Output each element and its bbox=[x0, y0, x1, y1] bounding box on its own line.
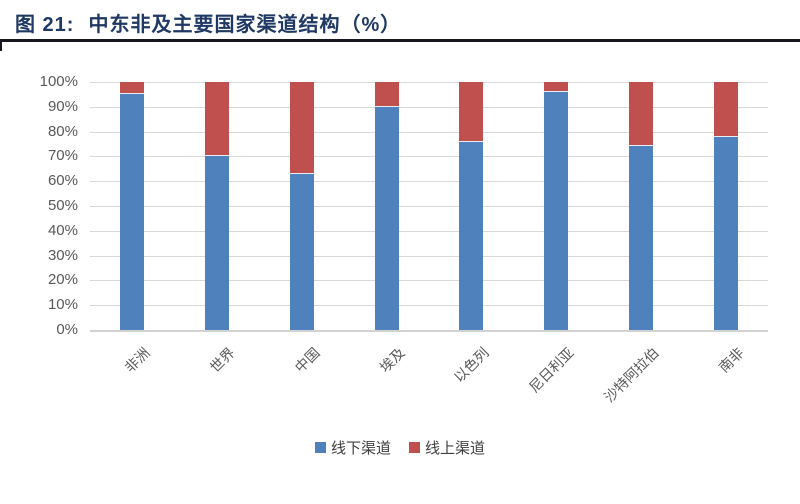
bar-沙特阿拉伯 bbox=[628, 82, 653, 330]
bar-中国 bbox=[289, 82, 314, 330]
figure-label: 图 21: bbox=[15, 14, 75, 36]
x-axis-line bbox=[90, 330, 768, 332]
chart-legend: 线下渠道 线上渠道 bbox=[0, 437, 800, 458]
y-axis-tick-label: 80% bbox=[47, 122, 78, 140]
legend-label: 线下渠道 bbox=[330, 440, 391, 457]
title-underline-rule bbox=[0, 39, 800, 42]
y-axis-tick-label: 100% bbox=[39, 73, 78, 90]
grid-line bbox=[90, 106, 768, 108]
x-axis-tick-label: 世界 bbox=[206, 344, 238, 376]
y-axis-tick-label: 60% bbox=[47, 172, 78, 190]
y-axis-tick-label: 90% bbox=[47, 97, 78, 115]
bar-segment-线上渠道 bbox=[205, 82, 230, 157]
bar-segment-线上渠道 bbox=[628, 82, 653, 147]
bar-非洲 bbox=[120, 82, 145, 330]
y-axis-tick-label: 70% bbox=[47, 147, 78, 165]
y-axis-tick-label: 10% bbox=[47, 296, 78, 314]
bar-世界 bbox=[205, 82, 230, 330]
x-axis-tick-label: 沙特阿拉伯 bbox=[600, 344, 662, 406]
figure-title-row: 图 21: 中东非及主要国家渠道结构（%） bbox=[15, 8, 401, 37]
grid-line bbox=[90, 255, 768, 257]
x-axis-tick-label: 埃及 bbox=[376, 344, 408, 376]
grid-line bbox=[90, 206, 768, 207]
bar-segment-线上渠道 bbox=[120, 82, 145, 95]
legend-item-线上渠道: 线上渠道 bbox=[409, 437, 485, 458]
legend-label: 线上渠道 bbox=[425, 440, 486, 457]
legend-swatch-icon bbox=[314, 442, 326, 453]
legend-swatch-icon bbox=[409, 442, 420, 453]
y-axis-tick-label: 50% bbox=[47, 197, 78, 214]
grid-line bbox=[90, 230, 768, 232]
y-axis-tick-label: 30% bbox=[47, 246, 78, 264]
figure-title: 中东非及主要国家渠道结构（%） bbox=[88, 14, 402, 36]
x-axis-tick-label: 南非 bbox=[715, 344, 747, 376]
bar-segment-线上渠道 bbox=[289, 82, 314, 174]
bar-尼日利亚 bbox=[544, 82, 569, 330]
bar-以色列 bbox=[459, 82, 484, 330]
legend-item-线下渠道: 线下渠道 bbox=[314, 437, 391, 458]
x-axis-tick-label: 尼日利亚 bbox=[525, 344, 577, 396]
bar-segment-线上渠道 bbox=[374, 82, 399, 107]
y-axis-tick-label: 20% bbox=[47, 271, 78, 289]
bar-segment-线上渠道 bbox=[459, 82, 484, 142]
bar-segment-线上渠道 bbox=[713, 82, 738, 137]
y-axis-tick-label: 40% bbox=[47, 221, 78, 239]
bar-南非 bbox=[713, 82, 738, 330]
x-axis-tick-label: 以色列 bbox=[451, 344, 493, 386]
y-axis-tick-label: 0% bbox=[56, 321, 78, 338]
grid-line bbox=[90, 305, 768, 307]
grid-line bbox=[90, 181, 768, 183]
grid-line bbox=[90, 131, 768, 133]
grid-line bbox=[90, 156, 768, 158]
grid-line bbox=[90, 82, 768, 83]
x-axis-tick-label: 中国 bbox=[291, 344, 323, 376]
grid-line bbox=[90, 280, 768, 282]
bar-segment-线上渠道 bbox=[544, 82, 569, 92]
frame-left-tick bbox=[0, 42, 2, 51]
x-axis-tick-label: 非洲 bbox=[121, 344, 154, 376]
bar-埃及 bbox=[374, 82, 399, 330]
